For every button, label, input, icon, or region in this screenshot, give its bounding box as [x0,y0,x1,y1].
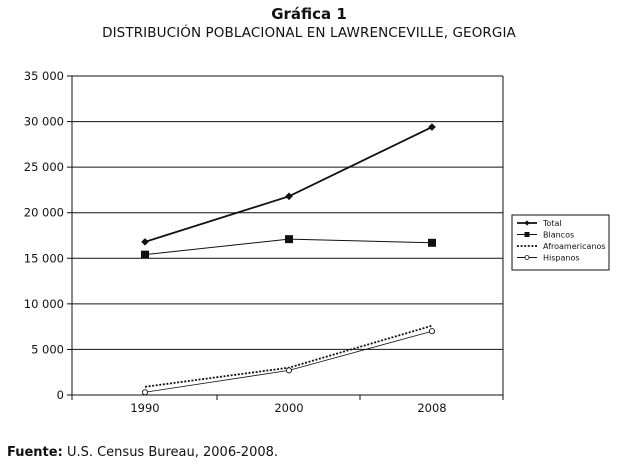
legend-item: Blancos [517,231,574,240]
x-tick-label: 1990 [130,401,159,415]
legend-item: Hispanos [517,254,580,263]
y-tick-label: 10 000 [24,297,64,311]
series-line [144,126,433,243]
data-point [285,367,293,374]
legend-marker [524,232,530,237]
data-point [285,235,293,244]
series-hispanos [141,328,436,396]
source-label: Fuente: [7,445,63,460]
data-point [141,389,149,396]
data-point [141,238,149,246]
legend-label: Afroamericanos [543,242,606,251]
y-tick-label: 25 000 [24,160,64,174]
series-total [141,123,436,246]
x-tick-labels: 1990 2000 2008 [130,401,446,415]
source-text: U.S. Census Bureau, 2006-2008. [66,445,279,460]
y-tick-label: 30 000 [24,115,64,129]
y-tick-labels: 0 5 000 10 000 15 000 20 000 25 000 30 000 35 0… [24,69,64,402]
chart-subtitle: DISTRIBUCIÓN POBLACIONAL EN LAWRENCEVILL… [102,25,516,41]
series-afroamericanos [144,324,433,388]
y-tick-label: 0 [57,388,64,402]
x-tick-label: 2000 [274,401,303,415]
legend-marker [524,220,530,226]
y-tick-label: 5 000 [31,342,64,356]
legend-item: Total [517,219,562,228]
x-tick-label: 2008 [417,401,446,415]
series-line [144,330,433,393]
data-point [428,238,436,247]
legend-item: Afroamericanos [517,242,606,251]
data-point [428,328,436,335]
y-tick-label: 35 000 [24,69,64,83]
legend-label: Blancos [543,231,574,240]
legend-label: Total [542,219,562,228]
data-point [428,123,436,131]
legend-label: Hispanos [543,254,580,263]
data-point [141,250,149,259]
y-tick-label: 15 000 [24,251,64,265]
line-chart: 0 5 000 10 000 15 000 20 000 25 000 30 000 35 0… [24,69,610,415]
source-note: Fuente: U.S. Census Bureau, 2006-2008. [7,445,278,460]
data-point [285,192,293,201]
chart-title: Gráfica 1 [271,5,347,23]
grid-lines [67,75,503,396]
series-line [144,324,433,388]
series-blancos [141,235,436,259]
y-tick-label: 20 000 [24,206,64,220]
series-lines [141,123,436,396]
legend: Total Blancos Afroamericanos Hispanos [511,214,610,271]
legend-marker [524,255,530,260]
